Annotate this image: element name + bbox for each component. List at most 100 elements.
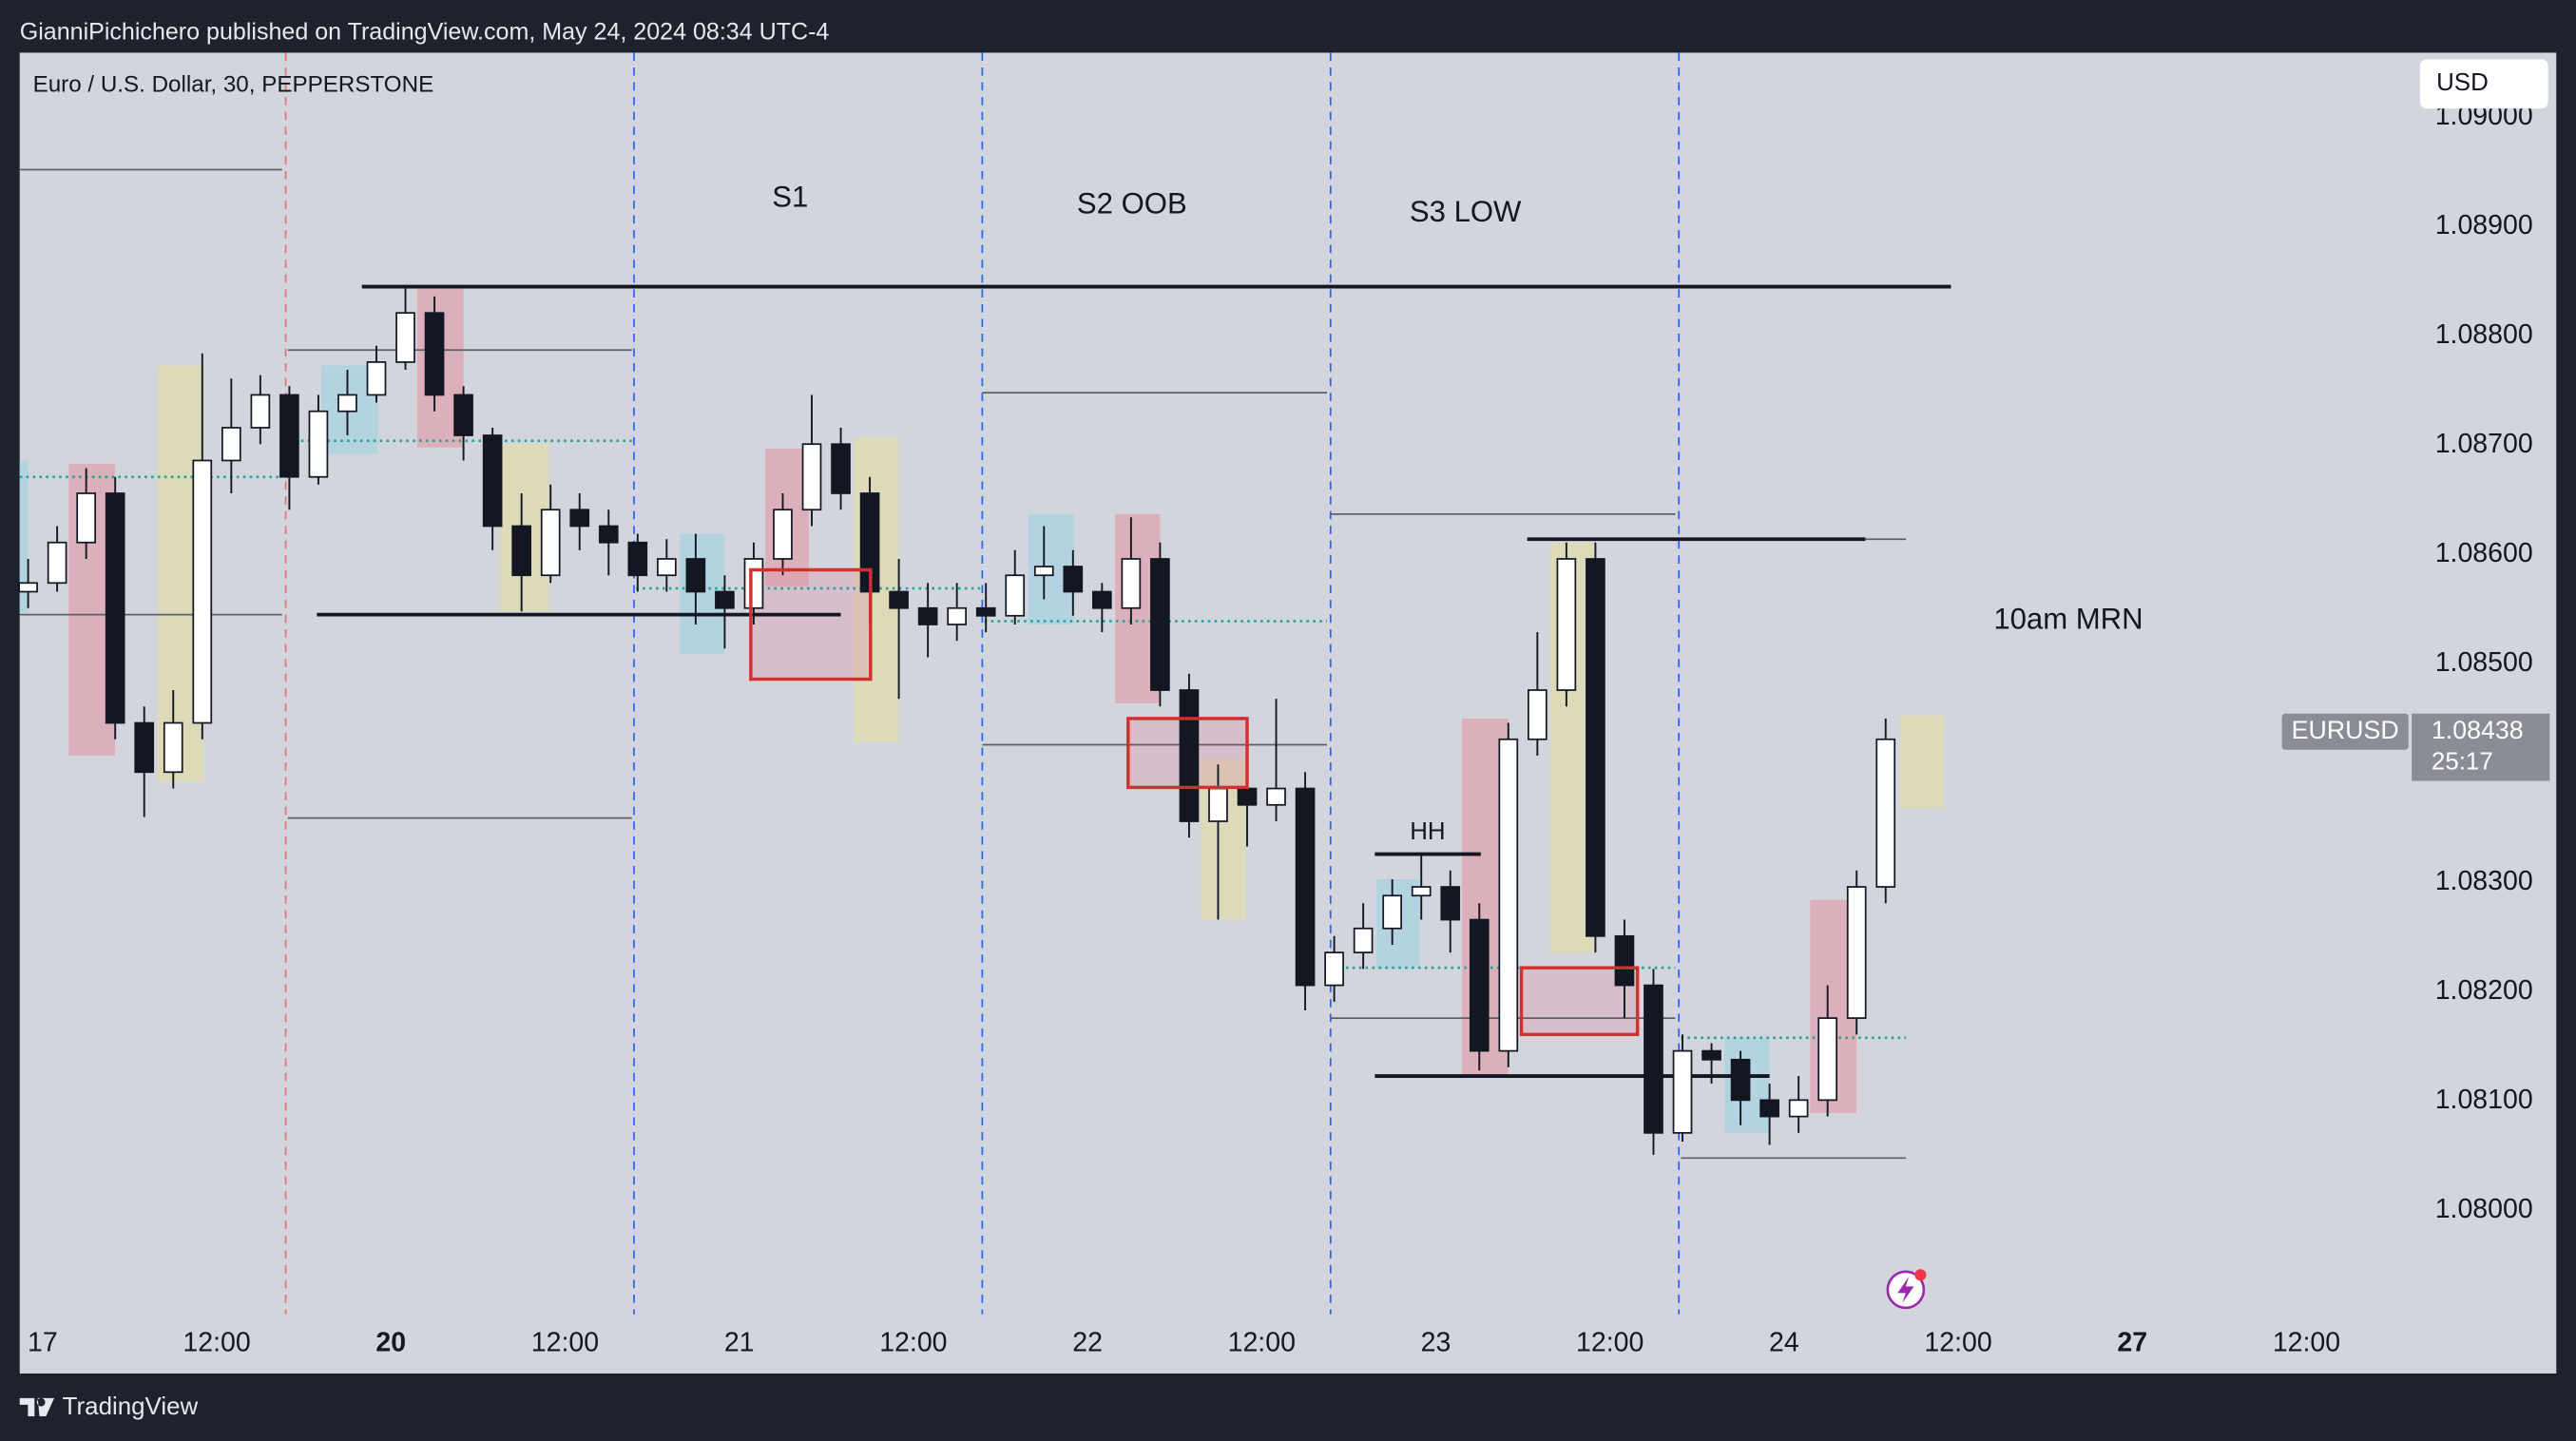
candle-body: [192, 459, 213, 724]
candle-body: [1382, 894, 1403, 930]
x-tick-label: 27: [2117, 1327, 2147, 1357]
candle-body: [1092, 590, 1112, 609]
candle-body: [917, 606, 938, 625]
currency-button-bg[interactable]: [2419, 59, 2548, 109]
candle-body: [279, 394, 299, 478]
candle-body: [1179, 689, 1200, 822]
annotation: S2 OOB: [1077, 186, 1187, 220]
candle-body: [221, 427, 241, 462]
candle-body: [366, 361, 387, 396]
candle-body: [76, 492, 96, 544]
brand-logo: [19, 1397, 55, 1416]
y-tick-label: 1.08800: [2435, 319, 2533, 350]
annotation: HH: [1410, 818, 1445, 845]
zone: [19, 460, 29, 613]
candle-body: [1208, 787, 1228, 822]
countdown: 25:17: [2432, 748, 2493, 775]
y-tick-label: 1.08900: [2435, 210, 2533, 240]
candle-body: [453, 394, 473, 436]
symbol-tag: EURUSD: [2292, 716, 2399, 744]
candle-body: [540, 509, 561, 577]
candle-body: [627, 541, 648, 577]
candle-body: [1440, 886, 1461, 921]
y-tick-label: 1.08700: [2435, 429, 2533, 459]
candle-body: [1759, 1099, 1779, 1118]
annotation: S3 LOW: [1410, 195, 1522, 228]
x-tick-label: 12:00: [2273, 1327, 2340, 1357]
candle-body: [511, 525, 531, 577]
candle-body: [482, 434, 503, 528]
candle-body: [1586, 558, 1605, 937]
candle-body: [337, 394, 357, 413]
x-tick-label: 22: [1072, 1327, 1103, 1357]
plot-layer: 1.080001.081001.082001.083001.084001.085…: [18, 101, 2533, 1357]
box-outline: [1519, 966, 1640, 1037]
brand-name: TradingView: [63, 1393, 199, 1420]
publisher-line: GianniPichichero published on TradingVie…: [20, 18, 830, 45]
y-tick-label: 1.08200: [2435, 975, 2533, 1006]
currency-label[interactable]: USD: [2436, 69, 2489, 96]
symbol-tag-bg: [2281, 713, 2409, 750]
currency-button[interactable]: USD: [2419, 59, 2548, 109]
x-tick-label: 20: [375, 1327, 406, 1357]
candle-body: [134, 721, 155, 774]
x-tick-label: 12:00: [1228, 1327, 1296, 1357]
candle-body: [105, 492, 125, 724]
box-outline: [749, 567, 873, 682]
candle-body: [1005, 574, 1026, 617]
alert-icon-dot[interactable]: [1914, 1269, 1927, 1281]
zone: [1900, 715, 1944, 809]
candle-body: [1498, 738, 1519, 1052]
candle-body: [947, 606, 968, 625]
candle-body: [1817, 1017, 1838, 1102]
candle-body: [773, 509, 793, 560]
x-tick-label: 12:00: [183, 1327, 250, 1357]
candle-body: [163, 721, 183, 774]
candle-body: [1237, 787, 1258, 806]
brand: TradingView: [19, 1393, 199, 1420]
alert-icon[interactable]: [1886, 1269, 1927, 1310]
overlay-layer: S1 S2 OOB S3 LOW 10am MRN HH EURUSD 1.08438 25:…: [749, 180, 2550, 1037]
x-tick-label: 12:00: [1924, 1327, 1991, 1357]
candle-body: [1556, 558, 1577, 691]
y-tick-label: 1.08300: [2435, 866, 2533, 896]
candle-body: [18, 582, 38, 593]
annotation: S1: [772, 180, 808, 213]
candle-body: [1875, 738, 1896, 888]
candle-body: [1788, 1099, 1809, 1118]
candle-body: [569, 509, 590, 528]
alert-icon-bolt[interactable]: [1897, 1277, 1914, 1303]
y-tick-label: 1.08600: [2435, 538, 2533, 568]
annotation: 10am MRN: [1993, 603, 2143, 636]
y-tick-label: 1.08100: [2435, 1085, 2533, 1115]
candle-body: [1614, 934, 1635, 987]
candle-body: [395, 312, 415, 363]
candle-body: [1846, 886, 1867, 1019]
candle-body: [1672, 1049, 1693, 1134]
y-tick-label: 1.08000: [2435, 1194, 2533, 1224]
y-tick-label: 1.08500: [2435, 647, 2533, 678]
candle-body: [685, 558, 706, 593]
candle-body: [1121, 558, 1142, 609]
candle-body: [743, 558, 764, 609]
candle-body: [1701, 1049, 1721, 1061]
candle-body: [889, 590, 909, 609]
candle-body: [657, 558, 677, 577]
candle-body: [1528, 689, 1548, 740]
candle-body: [975, 606, 996, 617]
candle-body: [424, 312, 445, 396]
x-tick-label: 17: [28, 1327, 58, 1357]
x-tick-label: 12:00: [531, 1327, 599, 1357]
candle-body: [250, 394, 271, 429]
candle-body: [1644, 984, 1663, 1134]
price-tag: 1.08438: [2432, 716, 2524, 744]
x-tick-label: 23: [1421, 1327, 1451, 1357]
x-tick-label: 12:00: [879, 1327, 947, 1357]
candle-body: [831, 443, 851, 494]
candle-body: [1033, 566, 1054, 577]
candle-body: [1150, 558, 1170, 691]
chart-area: [19, 52, 2557, 1374]
candle-body: [1266, 787, 1286, 806]
